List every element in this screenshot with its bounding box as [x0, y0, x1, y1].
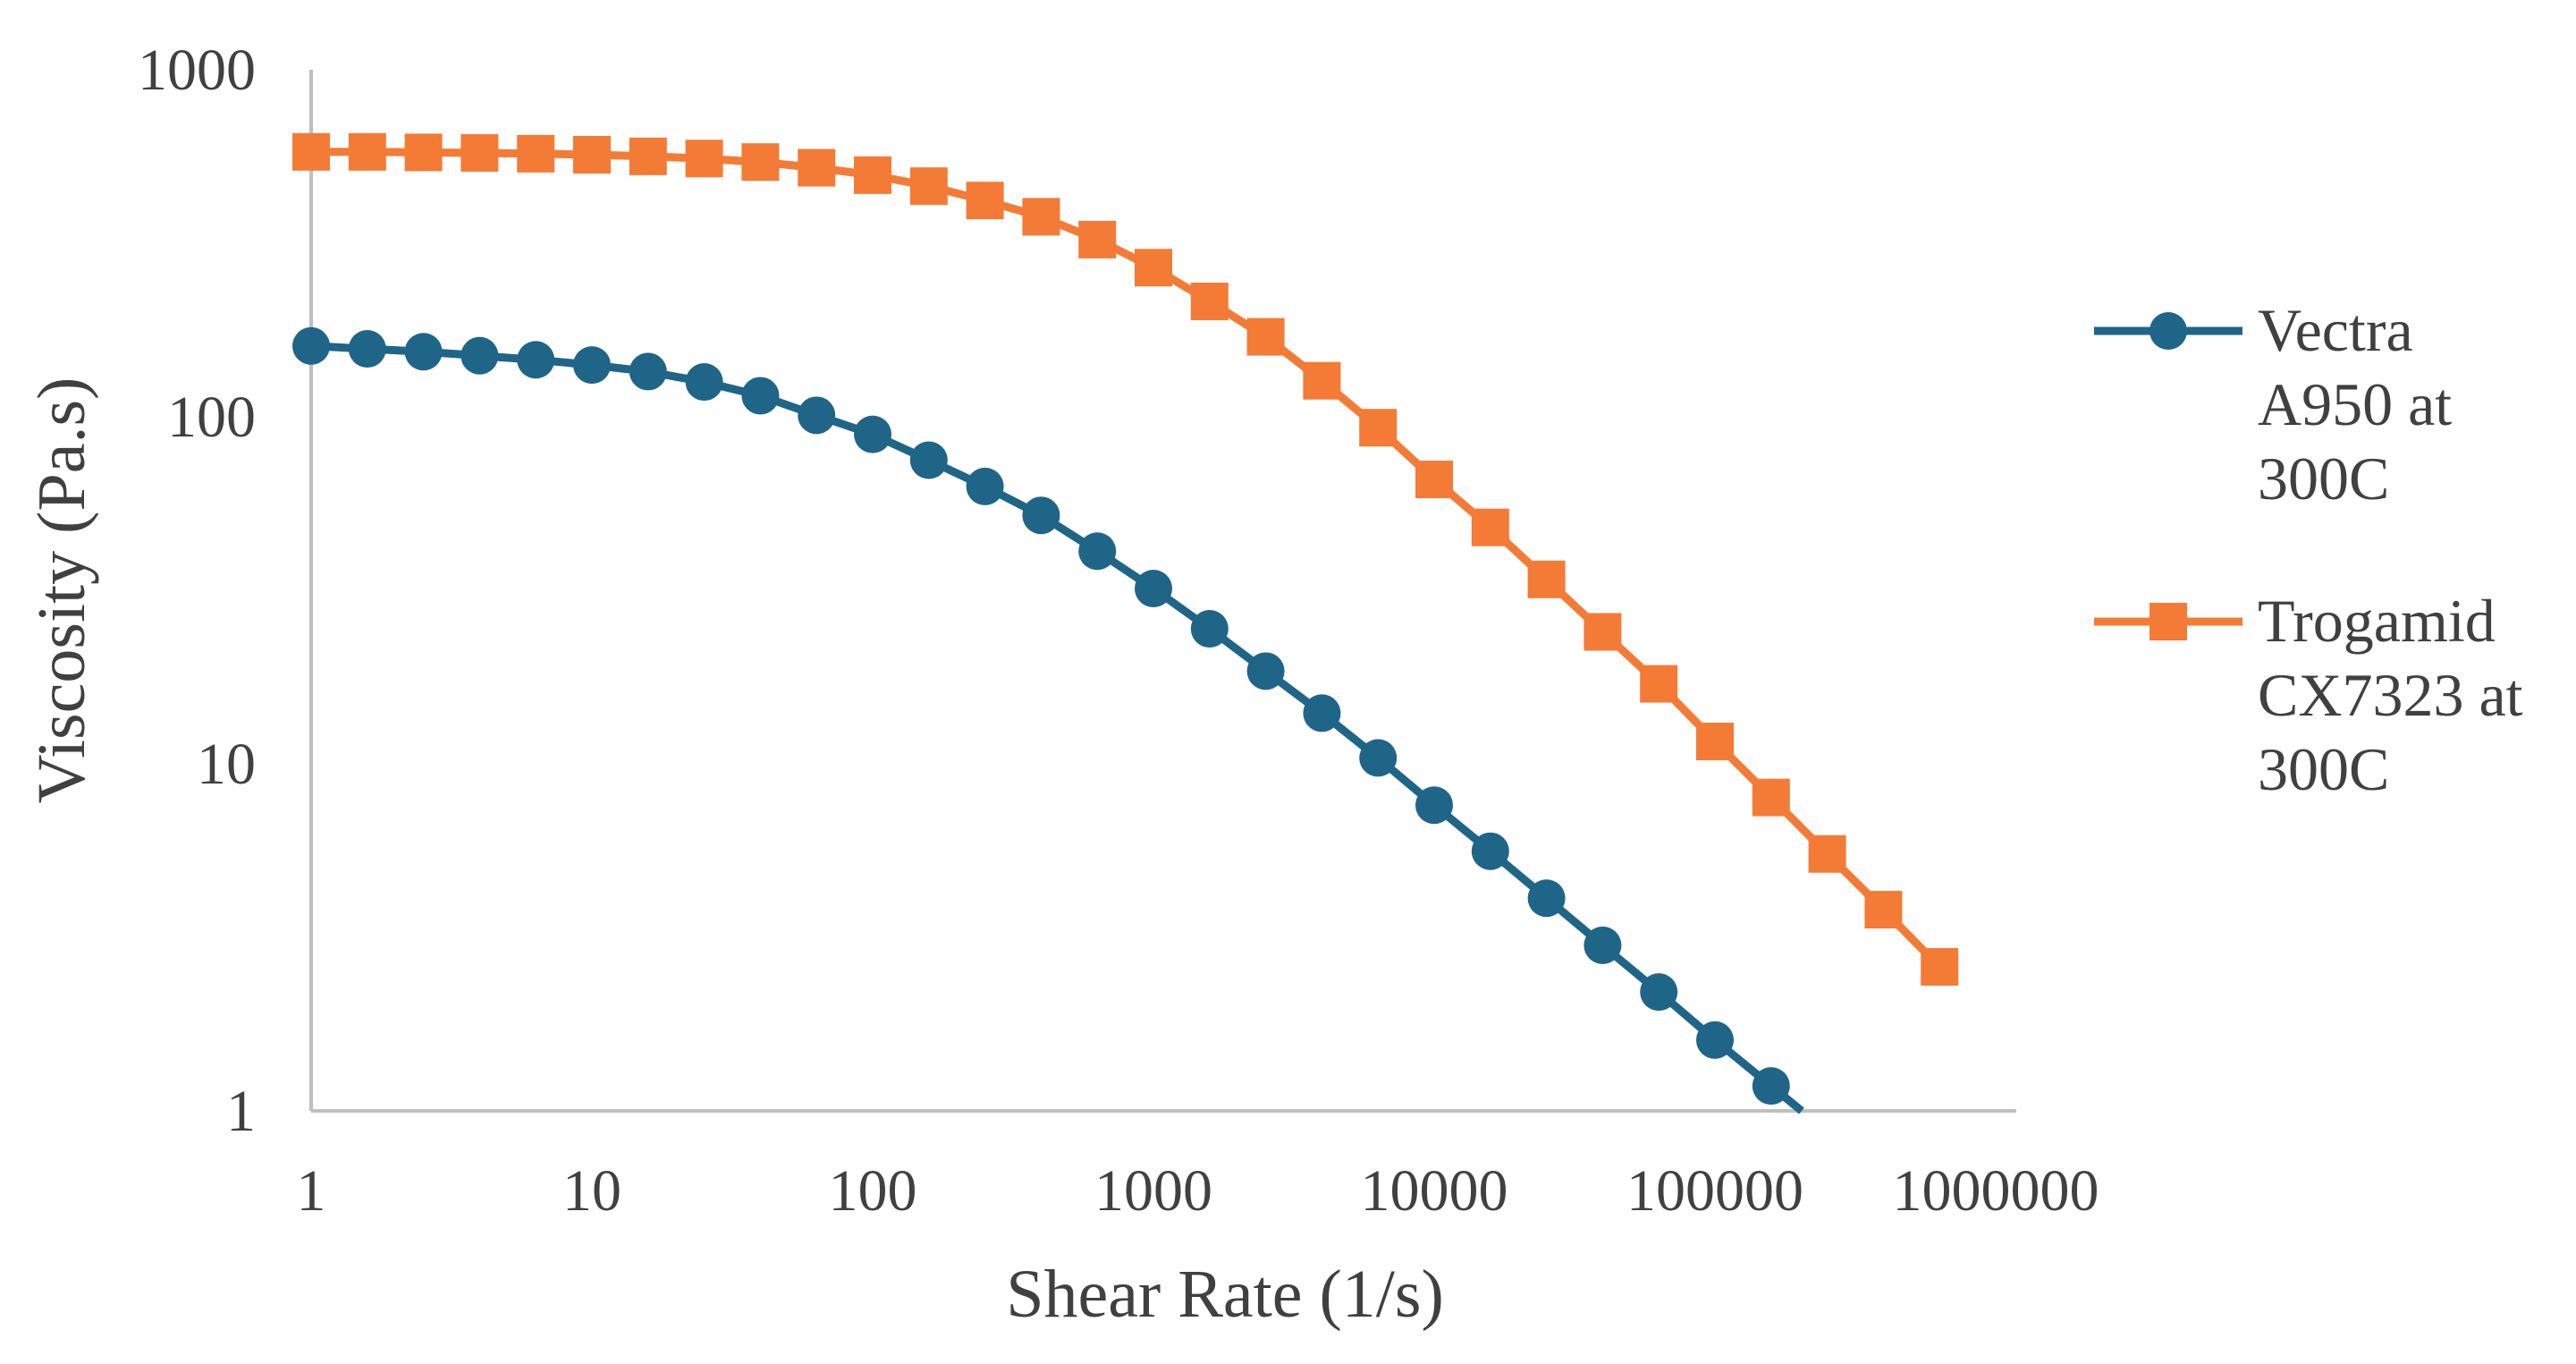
data-point-circle: [1190, 610, 1229, 648]
data-point-circle: [517, 341, 555, 379]
data-point-square: [741, 143, 780, 182]
series-layer: [292, 132, 1959, 1114]
x-tick-label: 10000: [1361, 1158, 1508, 1224]
data-point-square: [460, 133, 499, 172]
data-point-square: [292, 132, 330, 171]
series-1: [292, 326, 1804, 1114]
data-point-circle: [573, 346, 611, 385]
data-point-square: [966, 182, 1004, 220]
data-point-circle: [348, 329, 386, 368]
data-point-circle: [1078, 532, 1117, 571]
y-tick-label: 1000: [138, 38, 256, 103]
series-2: [292, 132, 1959, 986]
data-point-square: [573, 136, 611, 174]
data-point-square: [909, 167, 948, 206]
y-tick-label: 1: [226, 1079, 256, 1144]
data-point-circle: [1696, 1021, 1734, 1059]
x-tick-label: 100000: [1626, 1158, 1803, 1224]
data-point-circle: [1135, 570, 1172, 608]
data-point-circle: [854, 415, 891, 453]
series-line: [310, 342, 1804, 1114]
data-point-square: [1415, 461, 1453, 499]
data-point-circle: [741, 377, 780, 415]
data-point-circle: [685, 363, 723, 402]
data-point-circle: [1584, 926, 1622, 964]
data-point-square: [1752, 778, 1790, 817]
data-point-circle: [1359, 739, 1398, 777]
legend-label-line: A950 at: [2258, 370, 2452, 438]
data-point-square: [685, 140, 723, 178]
data-point-square: [1696, 722, 1734, 760]
data-point-circle: [460, 336, 499, 375]
data-point-circle: [1527, 879, 1566, 918]
x-tick-label: 10: [562, 1158, 621, 1224]
legend-marker-circle: [2149, 312, 2187, 350]
data-point-circle: [798, 396, 836, 435]
data-point-square: [1527, 560, 1566, 598]
data-point-circle: [1752, 1067, 1790, 1106]
data-point-square: [1135, 249, 1172, 287]
legend-label-line: Trogamid: [2258, 587, 2496, 655]
data-point-square: [1359, 409, 1398, 447]
data-point-square: [517, 134, 555, 173]
data-point-square: [404, 133, 443, 172]
x-tick-label: 100: [829, 1158, 917, 1224]
data-point-square: [1471, 508, 1509, 546]
data-point-circle: [909, 441, 948, 479]
data-point-square: [348, 132, 386, 171]
x-tick-labels: 1 10 100 1000 10000 100000 1000000: [297, 1158, 2099, 1224]
legend-label-line: 300C: [2258, 445, 2389, 513]
legend-marker-square: [2149, 603, 2187, 640]
data-point-square: [1078, 220, 1117, 258]
data-point-square: [629, 137, 667, 175]
data-point-circle: [1022, 496, 1060, 535]
data-point-square: [1864, 891, 1903, 929]
x-tick-label: 1: [297, 1158, 326, 1224]
x-tick-label: 1000000: [1893, 1158, 2099, 1224]
data-point-square: [1921, 947, 1959, 986]
data-point-circle: [1471, 832, 1509, 870]
legend-label-line: Vectra: [2258, 296, 2413, 364]
x-tick-label: 1000: [1094, 1158, 1212, 1224]
y-tick-label: 10: [197, 732, 256, 797]
data-point-circle: [966, 467, 1004, 505]
data-point-square: [1808, 834, 1846, 873]
x-axis-title: Shear Rate (1/s): [1006, 1257, 1444, 1332]
data-point-square: [1303, 361, 1341, 400]
series-line: [311, 148, 1943, 970]
data-point-square: [1584, 613, 1622, 651]
chart-axes: [309, 70, 2016, 1113]
y-axis-title: Viscosity (Pa.s): [24, 377, 99, 804]
legend-label-line: CX7323 at: [2258, 661, 2523, 729]
data-point-circle: [1246, 652, 1285, 690]
data-point-circle: [629, 352, 667, 391]
data-point-square: [1640, 665, 1678, 703]
data-point-square: [1246, 318, 1285, 356]
data-point-circle: [1303, 694, 1341, 733]
y-tick-labels: 1 10 100 1000: [138, 38, 256, 1144]
data-point-circle: [292, 326, 330, 365]
data-point-square: [854, 156, 891, 194]
data-point-circle: [404, 333, 443, 371]
data-point-square: [1190, 283, 1229, 321]
data-point-square: [1022, 198, 1060, 236]
data-point-circle: [1415, 786, 1453, 825]
y-tick-label: 100: [167, 385, 256, 450]
data-point-square: [798, 148, 836, 187]
data-point-circle: [1640, 973, 1678, 1012]
legend-label-line: 300C: [2258, 735, 2389, 803]
